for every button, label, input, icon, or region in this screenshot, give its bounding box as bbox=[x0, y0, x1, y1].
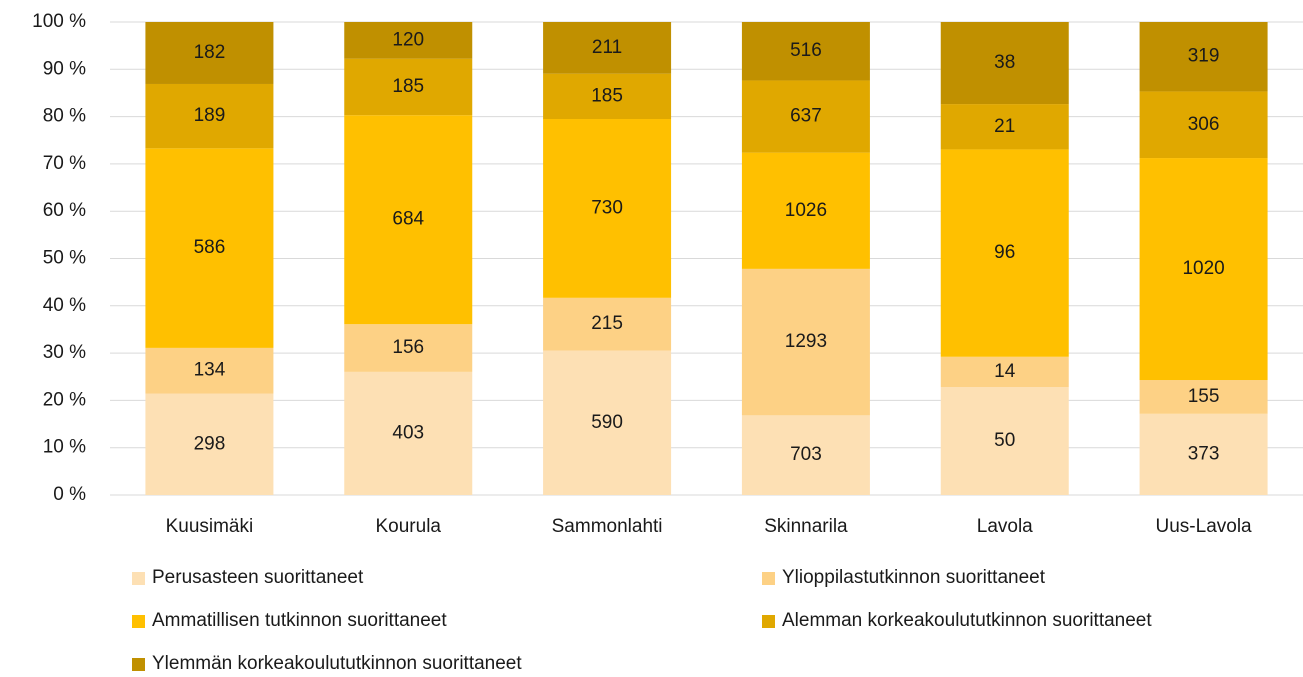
data-label: 182 bbox=[194, 42, 226, 63]
bar-segment bbox=[145, 22, 274, 84]
x-tick-label: Sammonlahti bbox=[552, 516, 663, 537]
bar-segment bbox=[543, 22, 672, 74]
y-tick-label: 80 % bbox=[43, 106, 86, 127]
bar-segment bbox=[145, 148, 274, 348]
data-label: 403 bbox=[392, 422, 424, 443]
bar-segment bbox=[1139, 380, 1268, 414]
bar-segment bbox=[344, 324, 473, 372]
bar-segment bbox=[543, 73, 672, 120]
data-label: 684 bbox=[392, 209, 424, 230]
data-label: 373 bbox=[1188, 443, 1220, 464]
bar-segment bbox=[145, 347, 274, 394]
bar-segment bbox=[543, 119, 672, 298]
bar-segment bbox=[741, 80, 870, 153]
data-label: 516 bbox=[790, 40, 822, 61]
legend-swatch bbox=[762, 615, 775, 628]
bar-segment bbox=[940, 149, 1069, 357]
bar-segment bbox=[1139, 413, 1268, 495]
bar-segment bbox=[344, 58, 473, 116]
y-tick-label: 90 % bbox=[43, 58, 86, 79]
bar-segment bbox=[940, 22, 1069, 105]
data-label: 211 bbox=[592, 37, 622, 58]
x-tick-label: Uus-Lavola bbox=[1156, 516, 1253, 537]
bar-segment bbox=[940, 387, 1069, 495]
data-label: 1026 bbox=[785, 200, 827, 221]
data-label: 50 bbox=[994, 430, 1015, 451]
y-tick-label: 40 % bbox=[43, 295, 86, 316]
bar-segment bbox=[741, 268, 870, 416]
bar-segment bbox=[543, 350, 672, 495]
bar-segment bbox=[344, 22, 473, 59]
bar-segment bbox=[940, 356, 1069, 388]
data-label: 189 bbox=[194, 105, 226, 126]
bar-segment bbox=[543, 297, 672, 351]
data-label: 306 bbox=[1188, 114, 1220, 135]
y-tick-label: 100 % bbox=[32, 11, 86, 32]
bar-segment bbox=[344, 115, 473, 325]
legend-label: Ylemmän korkeakoulututkinnon suorittanee… bbox=[152, 653, 522, 674]
data-label: 21 bbox=[994, 116, 1015, 137]
bar-segment bbox=[1139, 91, 1268, 159]
legend-swatch bbox=[132, 615, 145, 628]
bar-segment bbox=[145, 393, 274, 495]
data-label: 38 bbox=[994, 52, 1015, 73]
bar-segment bbox=[344, 371, 473, 495]
y-tick-label: 50 % bbox=[43, 248, 86, 269]
data-label: 298 bbox=[194, 433, 226, 454]
legend-label: Ylioppilastutkinnon suorittaneet bbox=[782, 567, 1046, 588]
data-label: 1293 bbox=[785, 331, 827, 352]
data-label: 185 bbox=[392, 76, 424, 97]
bar-segment bbox=[145, 83, 274, 149]
y-tick-label: 70 % bbox=[43, 153, 86, 174]
data-label: 319 bbox=[1188, 46, 1220, 67]
x-tick-label: Kourula bbox=[376, 516, 442, 537]
data-label: 120 bbox=[392, 29, 424, 50]
bar-segment bbox=[1139, 22, 1268, 92]
bar-segment bbox=[940, 104, 1069, 150]
bar-segment bbox=[741, 22, 870, 81]
data-label: 730 bbox=[591, 197, 623, 218]
data-label: 14 bbox=[994, 361, 1016, 382]
y-tick-label: 60 % bbox=[43, 200, 86, 221]
data-label: 96 bbox=[994, 242, 1015, 263]
legend-label: Ammatillisen tutkinnon suorittaneet bbox=[152, 610, 447, 631]
y-tick-label: 20 % bbox=[43, 389, 86, 410]
y-tick-label: 0 % bbox=[53, 484, 86, 505]
legend-swatch bbox=[762, 572, 775, 585]
data-label: 156 bbox=[392, 337, 424, 358]
x-tick-label: Kuusimäki bbox=[166, 516, 254, 537]
bar-segment bbox=[1139, 158, 1268, 381]
data-label: 586 bbox=[194, 237, 226, 258]
legend-swatch bbox=[132, 572, 145, 585]
data-label: 1020 bbox=[1182, 258, 1224, 279]
legend-label: Perusasteen suorittaneet bbox=[152, 567, 364, 588]
data-label: 637 bbox=[790, 106, 822, 127]
legend-label: Alemman korkeakoulututkinnon suorittanee… bbox=[782, 610, 1152, 631]
bar-segment bbox=[741, 415, 870, 495]
data-label: 590 bbox=[591, 412, 623, 433]
data-label: 703 bbox=[790, 444, 822, 465]
x-tick-label: Lavola bbox=[977, 516, 1033, 537]
x-tick-label: Skinnarila bbox=[764, 516, 848, 537]
y-tick-label: 30 % bbox=[43, 342, 86, 363]
legend-swatch bbox=[132, 658, 145, 671]
data-label: 155 bbox=[1188, 386, 1220, 407]
data-label: 134 bbox=[194, 360, 226, 381]
data-label: 215 bbox=[591, 313, 623, 334]
y-tick-label: 10 % bbox=[43, 437, 86, 458]
data-label: 185 bbox=[591, 85, 623, 106]
bar-segment bbox=[741, 152, 870, 269]
